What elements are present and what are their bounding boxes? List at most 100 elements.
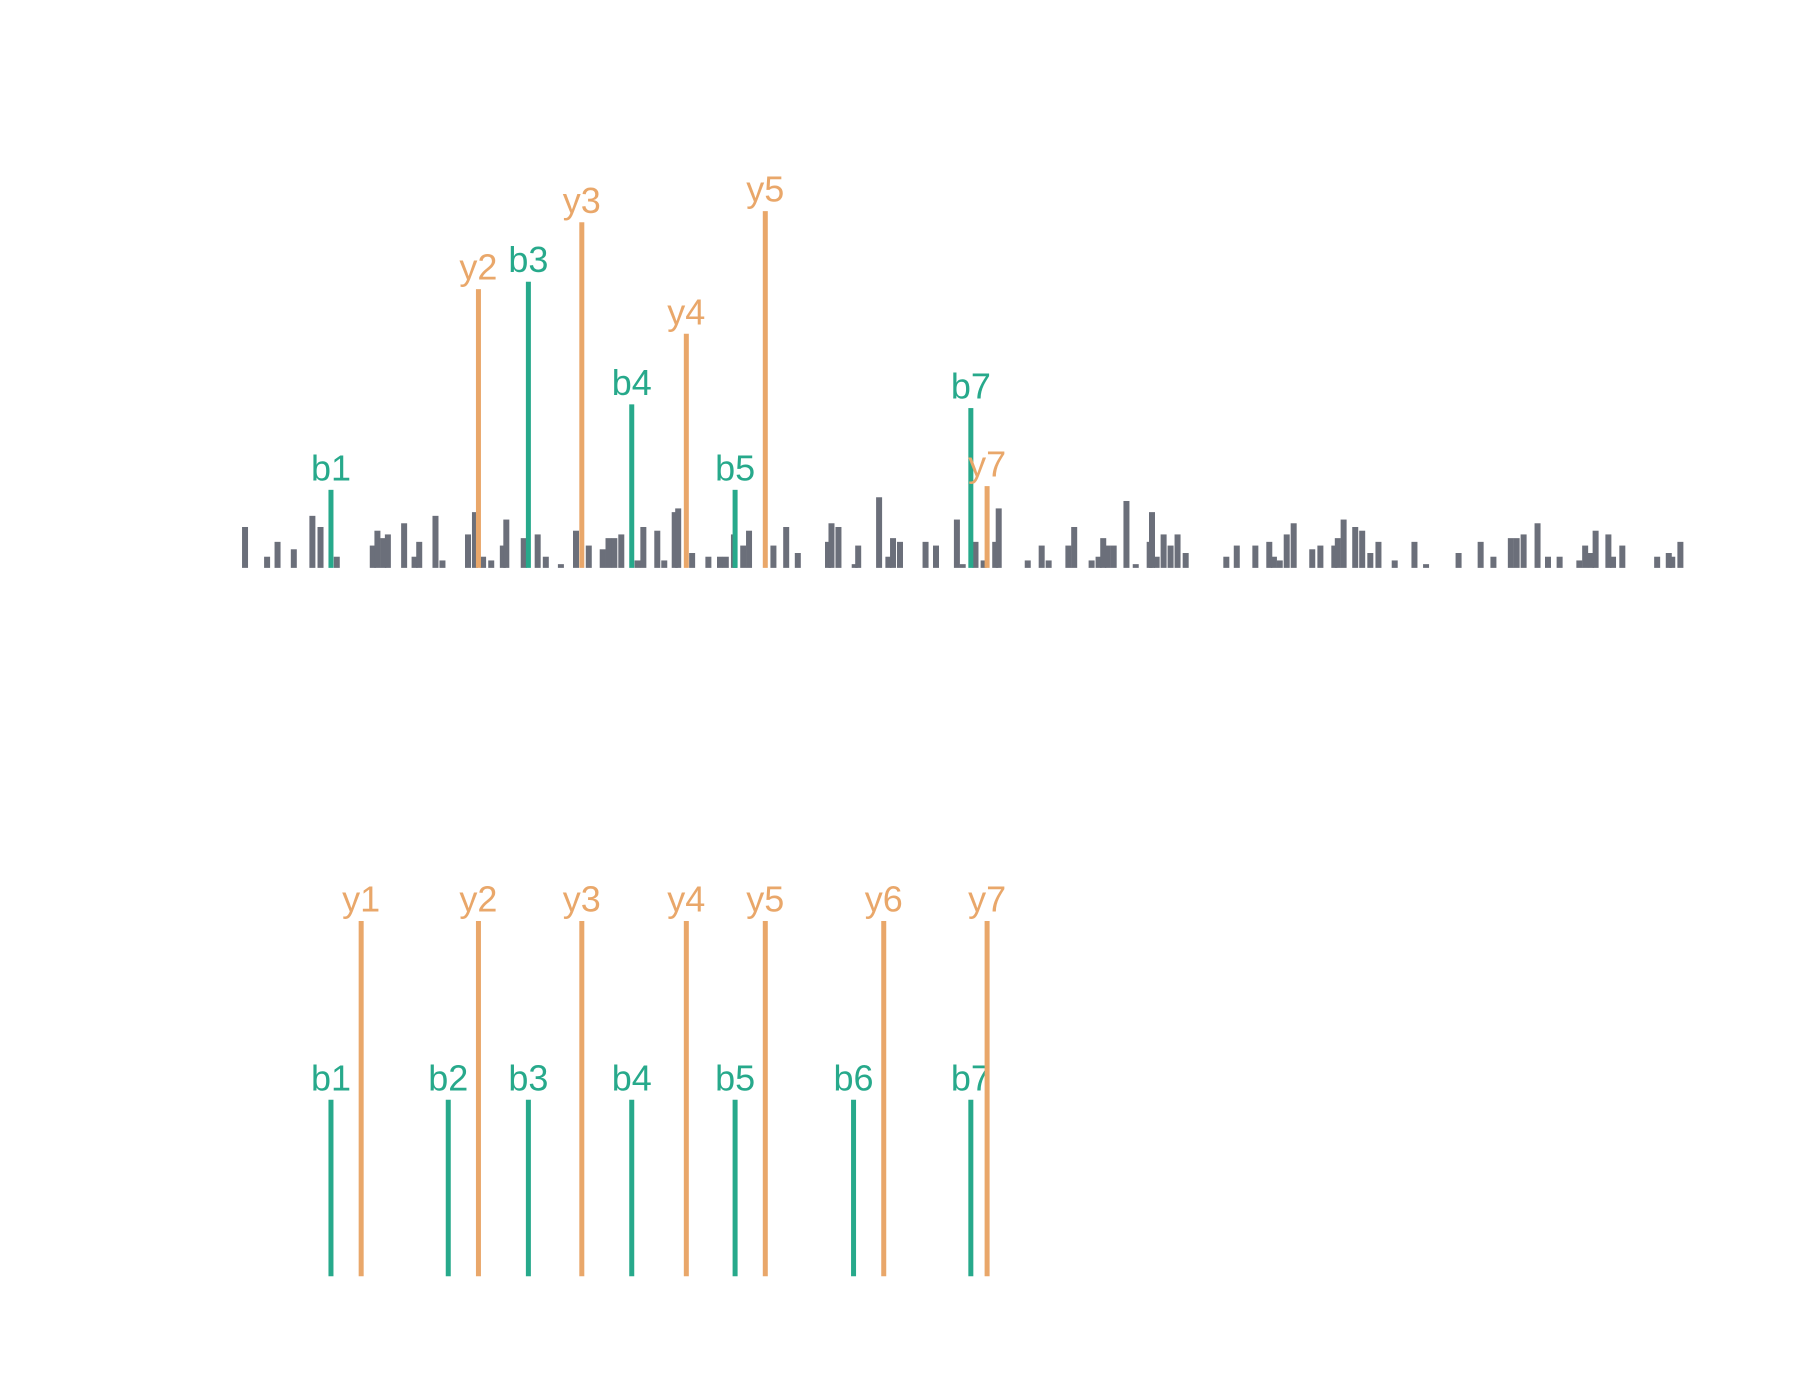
ion-peak <box>579 920 585 1277</box>
noise-peak <box>876 497 883 568</box>
noise-peak <box>1024 560 1031 568</box>
ion-label: b3 <box>508 239 548 280</box>
noise-peak <box>740 545 747 568</box>
noise-peak <box>1669 556 1676 568</box>
noise-peak <box>1317 545 1324 568</box>
noise-peak <box>980 560 987 568</box>
noise-peak <box>411 556 418 568</box>
noise-peak <box>534 534 541 568</box>
noise-peak <box>1309 549 1316 568</box>
ion-label: y3 <box>563 180 601 221</box>
noise-peak <box>794 553 801 568</box>
noise-peak <box>722 556 729 568</box>
noise-peak <box>1490 556 1497 568</box>
noise-peak <box>465 534 471 568</box>
noise-peak <box>1411 541 1418 568</box>
ion-peak <box>328 489 334 568</box>
noise-peak <box>1290 523 1297 568</box>
noise-peak <box>599 549 606 568</box>
noise-peak <box>503 519 510 568</box>
noise-peak <box>855 545 862 568</box>
noise-peak <box>499 545 506 568</box>
ion-label: y7 <box>968 444 1006 485</box>
ion-label: b4 <box>612 362 652 403</box>
noise-peak <box>1045 560 1052 568</box>
ion-label: y4 <box>667 291 705 332</box>
noise-peak <box>432 515 439 568</box>
noise-peak <box>922 541 929 568</box>
ion-label: y6 <box>865 879 903 920</box>
noise-peak <box>309 515 316 568</box>
noise-peak <box>671 512 678 568</box>
noise-peak <box>1095 556 1102 568</box>
noise-peak <box>992 541 999 568</box>
noise-peak <box>933 545 939 568</box>
ion-label: y1 <box>342 879 380 920</box>
noise-peak <box>783 526 790 568</box>
ion-peak <box>732 489 738 568</box>
ion-label: b1 <box>311 1057 351 1098</box>
noise-peak <box>1334 538 1341 568</box>
noise-peak <box>835 526 842 568</box>
noise-peak <box>290 549 297 568</box>
noise-peak <box>705 556 712 568</box>
noise-peak <box>1513 538 1520 568</box>
ion-peak <box>732 1099 738 1277</box>
ion-label: b2 <box>428 1057 468 1098</box>
noise-peak <box>972 541 979 568</box>
noise-peak <box>851 564 858 568</box>
noise-peak <box>618 534 625 568</box>
noise-peak <box>1545 556 1551 568</box>
ion-peak <box>358 920 364 1277</box>
noise-peak <box>380 538 387 568</box>
noise-peak <box>542 556 549 568</box>
noise-peak <box>1276 560 1283 568</box>
noise-peak <box>1065 545 1072 568</box>
ion-label: b5 <box>715 1057 755 1098</box>
noise-peak <box>1071 526 1078 568</box>
noise-peak <box>1167 545 1174 568</box>
noise-peak <box>897 541 903 568</box>
noise-peak <box>1174 534 1181 568</box>
noise-peak <box>242 526 249 568</box>
ion-peak <box>762 920 768 1277</box>
noise-peak <box>488 560 495 568</box>
noise-peak <box>1375 541 1382 568</box>
noise-peak <box>1088 560 1095 568</box>
noise-peak <box>384 534 391 568</box>
noise-peak <box>1477 541 1484 568</box>
noise-peak <box>1576 560 1583 568</box>
noise-peak <box>953 519 960 568</box>
noise-peak <box>1556 556 1563 568</box>
ion-label: y3 <box>563 879 601 920</box>
noise-peak <box>1270 556 1277 568</box>
noise-peak <box>1654 556 1661 568</box>
noise-peak <box>1340 519 1347 568</box>
noise-peak <box>1665 553 1672 568</box>
noise-peak <box>885 556 892 568</box>
noise-peak <box>1149 512 1155 568</box>
noise-peak <box>471 512 478 568</box>
noise-peak <box>1534 523 1541 568</box>
ion-peak <box>683 920 689 1277</box>
noise-peak <box>1619 545 1626 568</box>
ion-label: b5 <box>715 447 755 488</box>
noise-peak <box>1223 556 1230 568</box>
noise-peak <box>439 560 446 568</box>
noise-peak <box>1455 553 1462 568</box>
noise-peak <box>611 538 618 568</box>
noise-peak <box>890 538 897 568</box>
ion-peak <box>629 404 635 568</box>
noise-peak <box>717 556 723 568</box>
noise-peak <box>770 545 777 568</box>
noise-peak <box>1677 541 1684 568</box>
ion-peak <box>968 1099 974 1277</box>
noise-peak <box>1582 545 1589 568</box>
ion-label: y4 <box>667 879 705 920</box>
ion-peak <box>579 222 585 568</box>
ion-peak <box>525 281 531 568</box>
ion-label: y2 <box>459 247 497 288</box>
noise-peak <box>1038 545 1045 568</box>
noise-peak <box>654 530 661 568</box>
